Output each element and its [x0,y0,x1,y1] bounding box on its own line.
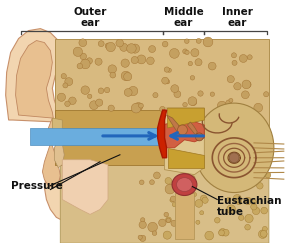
Circle shape [227,197,231,202]
Text: Outer
ear: Outer ear [74,7,107,28]
Circle shape [61,73,66,79]
Circle shape [178,125,188,135]
Circle shape [260,230,267,237]
Circle shape [98,88,104,94]
Polygon shape [55,110,165,128]
Circle shape [98,41,104,47]
Circle shape [108,65,116,73]
Circle shape [234,82,241,90]
Circle shape [138,235,142,239]
Circle shape [191,49,199,57]
Circle shape [96,99,103,106]
Polygon shape [52,118,62,155]
Circle shape [170,139,174,143]
Circle shape [256,137,262,143]
Polygon shape [167,115,182,135]
Text: Eustachian
tube: Eustachian tube [217,195,282,217]
Circle shape [214,161,222,169]
Text: Pressure: Pressure [11,181,62,191]
Circle shape [120,43,128,51]
Circle shape [80,53,86,60]
Circle shape [172,181,178,187]
Circle shape [265,172,271,178]
Circle shape [171,85,179,92]
Circle shape [239,54,247,62]
Circle shape [165,177,172,184]
Circle shape [195,133,203,141]
Circle shape [81,86,89,94]
Circle shape [227,76,234,83]
Circle shape [162,77,169,84]
Circle shape [214,217,220,223]
Circle shape [185,50,189,55]
Circle shape [245,81,251,88]
Circle shape [195,59,202,66]
Circle shape [239,137,248,145]
Circle shape [247,158,252,163]
Polygon shape [54,140,64,168]
Circle shape [208,62,216,70]
Circle shape [106,42,116,52]
Circle shape [174,91,181,98]
Polygon shape [162,120,204,148]
Polygon shape [55,39,269,128]
Circle shape [190,76,195,80]
Circle shape [57,93,65,101]
Circle shape [95,58,102,65]
Circle shape [232,60,237,65]
Circle shape [245,214,253,223]
Circle shape [73,47,83,56]
Circle shape [183,102,187,107]
Circle shape [264,92,269,97]
Circle shape [250,159,256,165]
Circle shape [200,137,207,144]
Circle shape [261,207,268,214]
Circle shape [124,72,132,81]
Circle shape [140,235,146,242]
Circle shape [219,229,226,236]
Circle shape [265,142,271,149]
Circle shape [89,101,98,110]
Circle shape [205,231,214,240]
Polygon shape [31,128,165,145]
Circle shape [80,59,90,69]
Circle shape [231,53,236,58]
Circle shape [175,133,179,137]
Polygon shape [158,110,166,158]
Circle shape [86,58,92,64]
Circle shape [183,49,188,54]
Circle shape [108,105,114,111]
Circle shape [227,205,236,214]
Circle shape [65,101,70,107]
Text: Middle
ear: Middle ear [164,7,203,28]
Circle shape [256,171,260,174]
Circle shape [217,101,226,111]
Ellipse shape [194,103,274,193]
Circle shape [147,57,154,65]
Polygon shape [175,193,194,239]
Circle shape [185,196,189,200]
Circle shape [139,103,143,108]
Circle shape [139,221,146,228]
Circle shape [79,39,87,47]
Circle shape [202,197,208,203]
Circle shape [152,231,157,235]
Circle shape [179,208,187,216]
Circle shape [199,127,208,136]
Circle shape [164,67,170,72]
Circle shape [241,163,250,172]
Circle shape [170,198,174,202]
Circle shape [140,180,144,185]
Circle shape [169,49,179,58]
Circle shape [159,219,166,226]
Circle shape [166,218,171,223]
Polygon shape [62,160,108,214]
Circle shape [130,44,140,53]
Circle shape [65,78,73,86]
Circle shape [233,194,242,203]
Circle shape [137,55,146,64]
Polygon shape [168,108,204,128]
Circle shape [140,218,145,222]
Circle shape [219,230,224,236]
